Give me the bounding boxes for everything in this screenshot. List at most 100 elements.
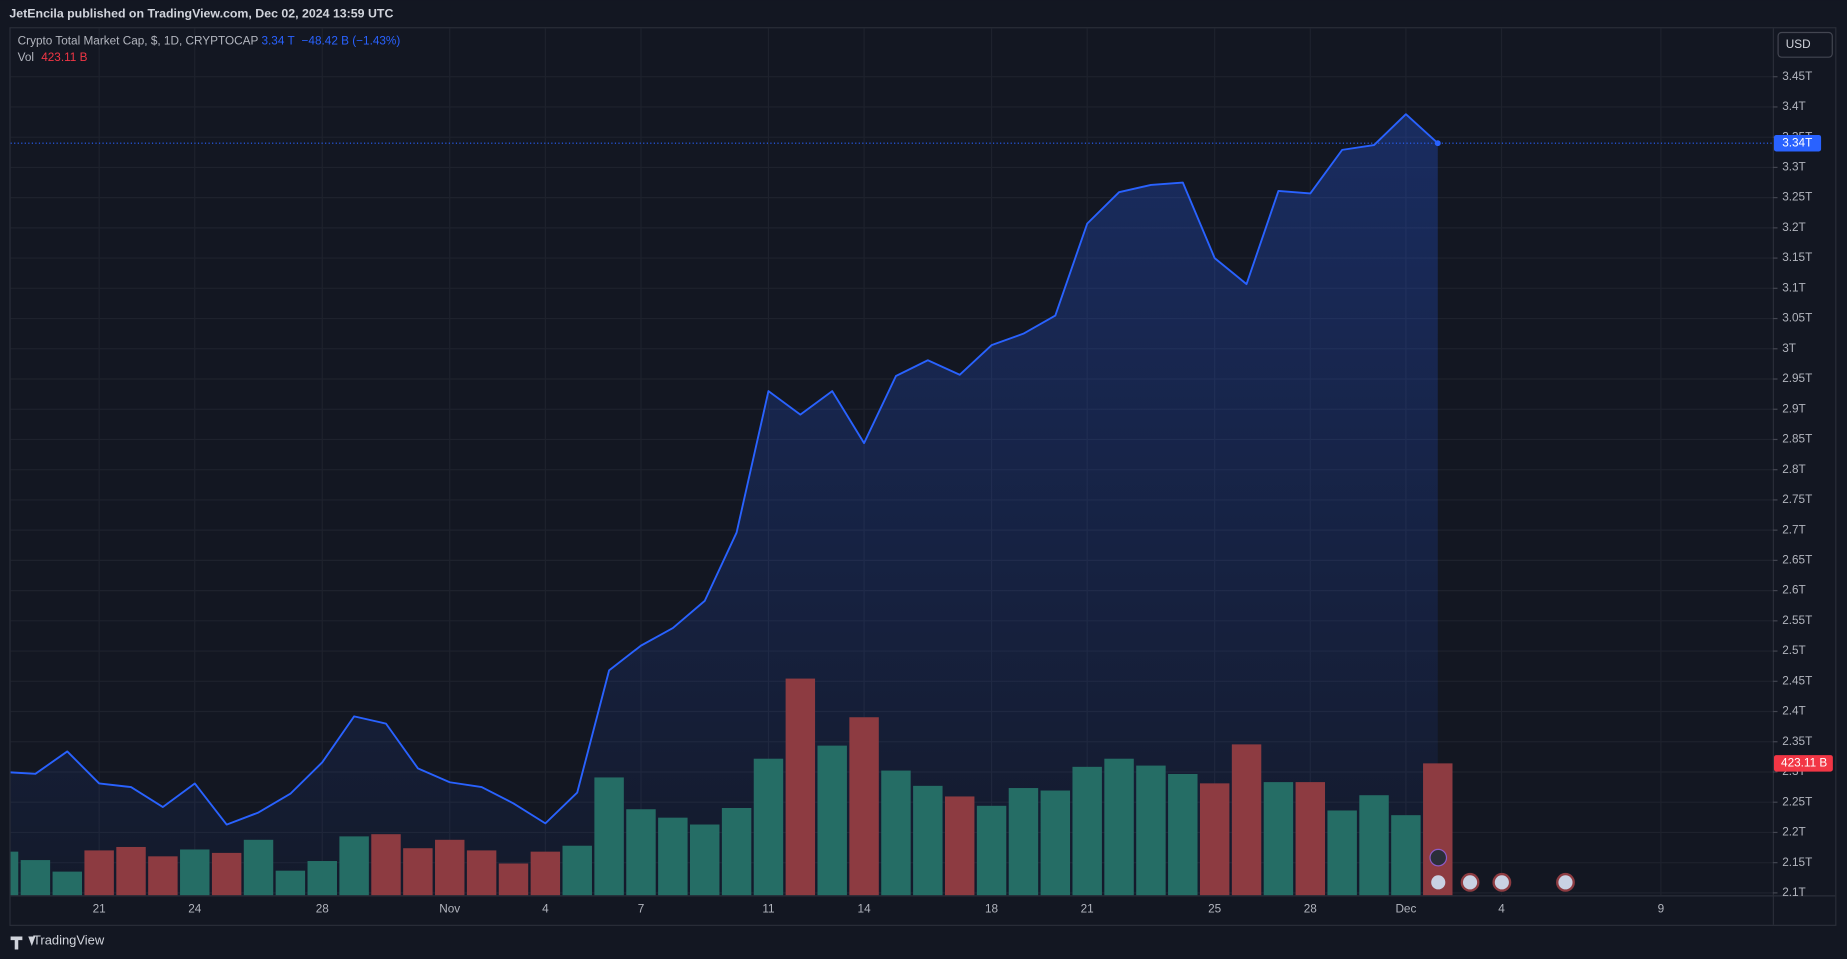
volume-bar [1327, 810, 1357, 896]
event-icon[interactable] [1428, 872, 1448, 892]
event-icon[interactable] [1492, 872, 1512, 892]
y-tick-label: 3.4T [1782, 100, 1806, 113]
volume-bar [1136, 765, 1166, 896]
y-tick-label: 3.45T [1782, 70, 1812, 83]
volume-bar [435, 839, 465, 896]
y-tick-label: 3.3T [1782, 161, 1806, 174]
x-tick-label: 9 [1658, 903, 1665, 916]
plot [10, 113, 1773, 896]
x-tick-label: 18 [985, 903, 999, 916]
volume-bar [1231, 744, 1262, 896]
currency[interactable]: USD [1786, 38, 1811, 51]
volume-bar [1295, 782, 1326, 896]
volume-bar [275, 870, 306, 896]
volume-bar [498, 863, 529, 896]
volume-bar [84, 850, 114, 896]
x-tick-label: 7 [638, 903, 645, 916]
volume-bar [1391, 815, 1421, 896]
x-tick-label: 11 [762, 903, 774, 916]
volume-bar [658, 817, 688, 896]
x-tick-label: 25 [1208, 903, 1222, 916]
volume-bar [243, 839, 274, 896]
footer: TradingView [33, 933, 105, 948]
y-tick-label: 2.6T [1782, 584, 1806, 597]
volume-bar [849, 717, 879, 896]
area [10, 114, 1438, 896]
x-tick-label: Dec [1395, 903, 1416, 916]
event-icon[interactable] [1429, 848, 1448, 867]
legend-change: −48.42 B (−1.43%) [302, 34, 401, 47]
y-tick-label: 2.15T [1782, 856, 1812, 869]
volume-bar [1072, 766, 1102, 896]
y-tick-label: 2.45T [1782, 674, 1812, 687]
x-tick-label: 4 [1498, 903, 1505, 916]
y-tick-label: 2.35T [1782, 735, 1812, 748]
volume-bar [626, 809, 656, 896]
y-tick-label: 2.4T [1782, 705, 1806, 718]
volume-bar [689, 824, 720, 896]
volume-label-box [1773, 755, 1833, 772]
x-tick-label: 28 [316, 903, 330, 916]
x-tick-label: 24 [188, 903, 202, 916]
volume-bar [1040, 790, 1071, 896]
legend-volume: Vol [18, 51, 34, 64]
y-tick-label: 2.8T [1782, 463, 1806, 476]
y-tick-label: 2.55T [1782, 614, 1812, 627]
legend-series: Crypto Total Market Cap, $, 1D, CRYPTOCA… [18, 34, 259, 47]
legend-value: 3.34 T [262, 34, 295, 47]
y-tick-label: 2.85T [1782, 433, 1812, 446]
volume-bar [1104, 758, 1134, 896]
event-icon[interactable] [1460, 872, 1480, 892]
y-tick-label: 2.95T [1782, 372, 1812, 385]
volume-bar [116, 846, 146, 896]
volume-bar [148, 856, 178, 896]
y-tick-label: 2.7T [1782, 523, 1806, 536]
legend-volume-value: 423.11 B [41, 51, 87, 64]
volume-bar [1168, 773, 1198, 896]
price-label: 3.34T [1782, 136, 1812, 149]
volume-bar [721, 807, 752, 896]
events [1428, 848, 1575, 892]
volume-bar [785, 678, 816, 896]
volume-bar [1263, 782, 1294, 896]
volume-bar [52, 871, 83, 896]
volume-bar [339, 836, 369, 896]
x-tick-label: 14 [858, 903, 872, 916]
volume-bar [881, 770, 911, 896]
y-tick-label: 3.25T [1782, 191, 1812, 204]
x-tick-label: 21 [93, 903, 106, 916]
currency-button[interactable] [1777, 31, 1833, 58]
volume-bar [1359, 795, 1389, 896]
volume-bar [371, 834, 401, 896]
volume-bar [594, 777, 624, 896]
line [10, 113, 1439, 826]
y-tick-label: 2.65T [1782, 553, 1812, 566]
y-tick-label: 3T [1782, 342, 1796, 355]
last-point [1434, 140, 1441, 147]
volume-bar [307, 861, 337, 896]
price-label-box [1773, 134, 1822, 152]
volume-bar [817, 745, 847, 896]
x-tick-label: Nov [439, 903, 460, 916]
event-icon[interactable] [1556, 872, 1575, 892]
volume-axis-label: 423.11 B [1781, 756, 1827, 769]
logo [10, 936, 36, 950]
y-tick-label: 2.75T [1782, 493, 1812, 506]
volume-bar [211, 852, 242, 896]
y-tick-label: 2.2T [1782, 826, 1806, 839]
volume-bar [753, 758, 784, 896]
y-tick-label: 2.9T [1782, 402, 1806, 415]
volume-bar [466, 850, 497, 896]
x-tick-label: 4 [542, 903, 549, 916]
y-tick-label: 2.25T [1782, 795, 1812, 808]
panel-border [9, 27, 1837, 926]
x-tick-label: 21 [1081, 903, 1094, 916]
volume-bar [180, 849, 210, 896]
volume-bar [562, 845, 592, 896]
volume-bar [20, 860, 51, 896]
volume-bar [944, 796, 975, 896]
y-tick-label: 3.05T [1782, 312, 1812, 325]
header: JetEncila published on TradingView.com, … [9, 6, 393, 20]
